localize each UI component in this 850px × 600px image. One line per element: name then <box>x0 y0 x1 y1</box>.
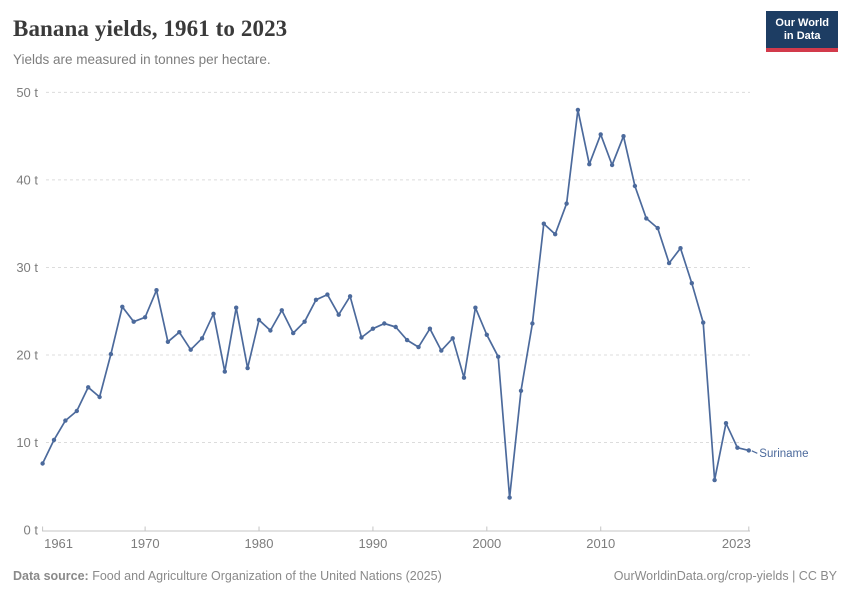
data-point <box>575 107 581 113</box>
chart-footer: Data source: Food and Agriculture Organi… <box>13 569 837 583</box>
chart-title: Banana yields, 1961 to 2023 <box>13 16 288 41</box>
data-point <box>735 445 740 450</box>
data-source-text: Food and Agriculture Organization of the… <box>92 569 442 583</box>
data-point <box>313 297 319 302</box>
data-line <box>41 109 750 499</box>
y-tick-label: 10 t <box>16 435 38 450</box>
data-point <box>63 418 68 423</box>
data-point <box>723 421 729 426</box>
data-point <box>507 495 512 500</box>
x-tick-label: 2010 <box>586 536 615 551</box>
data-point <box>211 311 216 316</box>
data-point <box>450 336 455 341</box>
data-point <box>199 336 205 341</box>
data-point <box>666 260 672 266</box>
data-point <box>245 365 250 371</box>
data-point <box>644 216 649 221</box>
x-tick-label: 1961 <box>44 536 73 551</box>
data-point <box>86 385 91 390</box>
data-point <box>564 201 569 206</box>
data-point <box>382 321 387 326</box>
y-tick-label: 0 t <box>24 523 39 538</box>
data-point <box>439 348 444 353</box>
x-tick-label: 1990 <box>358 536 387 551</box>
x-tick-label: 2023 <box>722 536 751 551</box>
owid-logo-line2: in Data <box>783 30 821 42</box>
data-point <box>587 162 592 167</box>
data-point <box>461 375 467 380</box>
owid-logo[interactable]: Our World in Data <box>766 11 838 52</box>
x-tick-label: 1970 <box>131 536 160 551</box>
owid-logo-line1: Our World <box>775 17 829 29</box>
data-point <box>188 347 193 352</box>
data-point <box>142 315 148 320</box>
data-point <box>131 319 136 324</box>
data-point <box>268 328 273 333</box>
data-source-note: Data source: Food and Agriculture Organi… <box>13 569 442 583</box>
data-point <box>609 162 615 168</box>
data-point <box>416 344 421 350</box>
data-point <box>40 461 45 466</box>
data-point <box>404 337 410 343</box>
data-source-label: Data source: <box>13 569 89 583</box>
data-point <box>97 394 102 400</box>
data-point <box>746 448 751 453</box>
data-point <box>712 477 717 483</box>
data-point <box>530 321 535 326</box>
data-point <box>336 312 341 317</box>
data-point <box>302 319 307 324</box>
y-tick-label: 30 t <box>16 260 38 275</box>
data-point <box>632 183 638 189</box>
series-label-connector <box>751 450 758 454</box>
y-tick-label: 40 t <box>16 172 38 187</box>
data-point <box>120 304 125 309</box>
data-point <box>256 317 262 323</box>
data-point <box>393 324 398 330</box>
y-tick-label: 50 t <box>16 85 38 100</box>
data-point <box>74 408 80 414</box>
data-point <box>154 288 159 293</box>
data-point <box>370 326 376 331</box>
data-point <box>689 281 694 286</box>
data-point <box>177 330 182 335</box>
footer-attribution: OurWorldinData.org/crop-yields | CC BY <box>613 569 837 583</box>
data-point <box>678 246 683 251</box>
data-point <box>279 308 284 313</box>
data-point <box>291 330 296 336</box>
x-tick-label: 1980 <box>245 536 274 551</box>
chart-subtitle: Yields are measured in tonnes per hectar… <box>13 52 271 67</box>
data-point <box>621 134 626 139</box>
data-point <box>473 305 478 310</box>
data-point <box>347 294 353 299</box>
data-point <box>655 225 660 231</box>
data-point <box>701 320 706 325</box>
series-label[interactable]: Suriname <box>759 448 808 460</box>
data-point <box>234 305 239 310</box>
data-point <box>359 335 364 340</box>
data-point <box>108 351 114 357</box>
data-point <box>541 221 546 226</box>
data-point <box>51 437 57 443</box>
data-point <box>427 326 433 331</box>
data-point <box>553 232 558 237</box>
data-point <box>518 388 524 393</box>
data-point <box>496 354 501 359</box>
data-point <box>325 292 330 297</box>
y-tick-label: 20 t <box>16 347 38 362</box>
data-point <box>598 132 603 137</box>
x-tick-label: 2000 <box>472 536 501 551</box>
data-point <box>222 369 227 374</box>
data-point <box>484 332 489 337</box>
data-point <box>165 339 171 344</box>
